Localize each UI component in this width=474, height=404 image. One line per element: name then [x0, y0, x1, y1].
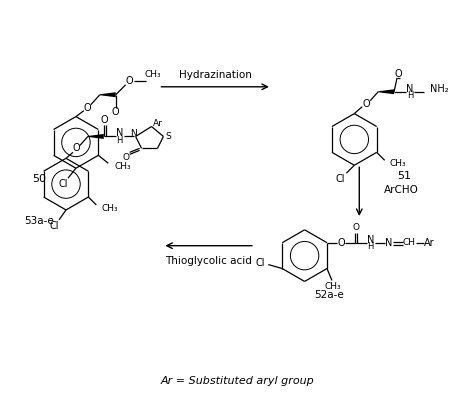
Text: 52a-e: 52a-e — [315, 290, 344, 300]
Text: CH: CH — [402, 238, 415, 247]
Text: H: H — [117, 136, 123, 145]
Text: O: O — [122, 153, 129, 162]
Text: Cl: Cl — [255, 258, 265, 267]
Polygon shape — [88, 134, 104, 139]
Text: O: O — [83, 103, 91, 113]
Text: Cl: Cl — [49, 221, 59, 231]
Text: N: N — [406, 84, 414, 94]
Text: O: O — [101, 115, 109, 124]
Text: O: O — [352, 223, 359, 232]
Text: O: O — [337, 238, 345, 248]
Text: 50: 50 — [32, 174, 46, 184]
Text: CH₃: CH₃ — [101, 204, 118, 213]
Text: O: O — [126, 76, 134, 86]
Polygon shape — [100, 92, 116, 97]
Text: N: N — [385, 238, 392, 248]
Text: O: O — [112, 107, 119, 117]
Text: Ar: Ar — [424, 238, 435, 248]
Text: 53a-e: 53a-e — [24, 216, 54, 226]
Text: CH₃: CH₃ — [325, 282, 341, 291]
Text: ArCHO: ArCHO — [384, 185, 419, 195]
Text: N: N — [130, 129, 137, 138]
Text: CH₃: CH₃ — [144, 70, 161, 79]
Text: Ar: Ar — [153, 119, 163, 128]
Text: S: S — [165, 132, 171, 141]
Text: Thioglycolic acid: Thioglycolic acid — [165, 256, 252, 265]
Text: O: O — [394, 69, 402, 79]
Text: CH₃: CH₃ — [390, 159, 406, 168]
Text: Cl: Cl — [336, 174, 345, 184]
Text: 51: 51 — [397, 171, 411, 181]
Text: Hydrazination: Hydrazination — [179, 70, 252, 80]
Text: NH₂: NH₂ — [430, 84, 448, 94]
Text: Ar = Substituted aryl group: Ar = Substituted aryl group — [160, 376, 314, 386]
Text: O: O — [363, 99, 370, 109]
Text: O: O — [72, 143, 80, 154]
Text: H: H — [407, 91, 413, 100]
Polygon shape — [378, 89, 394, 94]
Text: N: N — [116, 128, 123, 139]
Text: N: N — [367, 235, 374, 245]
Text: Cl: Cl — [58, 179, 68, 189]
Text: H: H — [367, 242, 374, 251]
Text: CH₃: CH₃ — [114, 162, 131, 171]
